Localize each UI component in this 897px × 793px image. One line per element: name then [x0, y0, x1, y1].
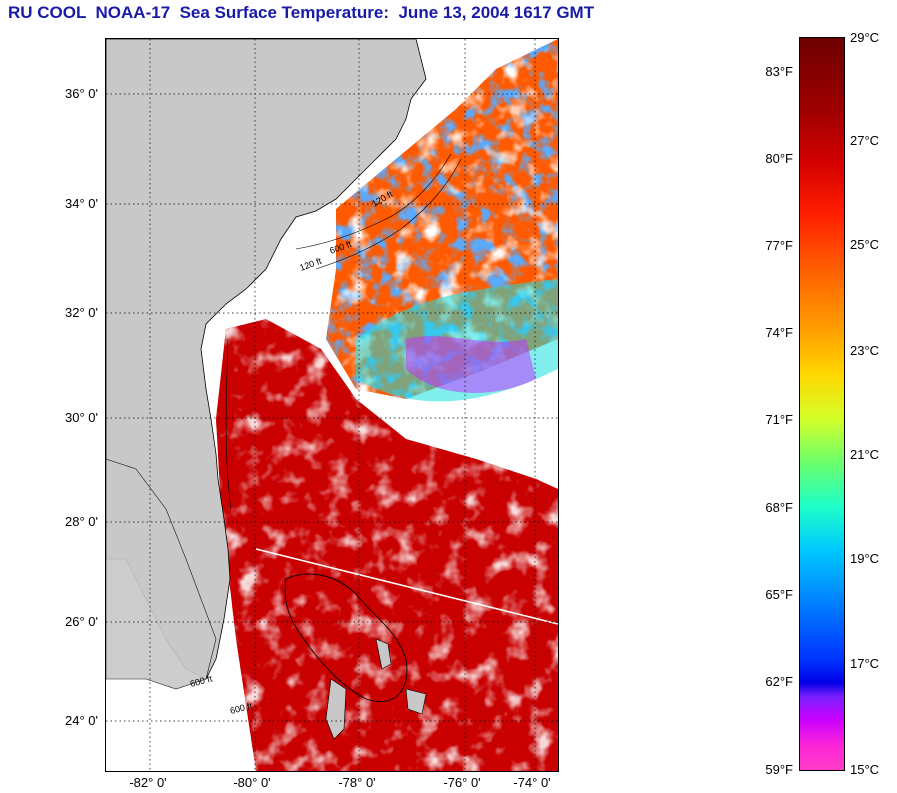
- lat-label-28: 28° 0': [65, 514, 98, 529]
- lat-label-34: 34° 0': [65, 196, 98, 211]
- cold-patch: [406, 336, 536, 393]
- isobath-600ft: [315, 158, 462, 270]
- swath-seam: [255, 548, 558, 625]
- lon-label-80: -80° 0': [233, 775, 271, 790]
- f-label: 59°F: [765, 762, 793, 777]
- c-label: 17°C: [850, 656, 880, 671]
- florida-keys-land: [106, 458, 217, 690]
- lon-label-74: -74° 0': [513, 775, 551, 790]
- f-label: 83°F: [765, 64, 793, 79]
- f-label: 62°F: [765, 674, 793, 689]
- f-label: 65°F: [765, 587, 793, 602]
- c-label: 25°C: [850, 237, 880, 252]
- lat-label-26: 26° 0': [65, 614, 98, 629]
- sst-map: 120 ft 600 ft 120 ft 600 ft 600 ft: [105, 38, 559, 772]
- bahamas-islands: [325, 638, 427, 740]
- temperature-colorbar: [799, 37, 845, 771]
- c-label: 27°C: [850, 133, 880, 148]
- c-label: 29°C: [850, 30, 880, 45]
- bahamas-outline: [284, 573, 408, 703]
- f-label: 68°F: [765, 500, 793, 515]
- c-label: 23°C: [850, 343, 880, 358]
- f-label: 77°F: [765, 238, 793, 253]
- lat-label-36: 36° 0': [65, 86, 98, 101]
- lon-label-76: -76° 0': [443, 775, 481, 790]
- lat-label-30: 30° 0': [65, 410, 98, 425]
- map-title: RU COOL NOAA-17 Sea Surface Temperature:…: [8, 3, 595, 22]
- isobath-120ft: [295, 153, 452, 250]
- lat-label-24: 24° 0': [65, 713, 98, 728]
- f-label: 71°F: [765, 412, 793, 427]
- sst-map-canvas: 120 ft 600 ft 120 ft 600 ft 600 ft: [106, 39, 558, 771]
- c-label: 15°C: [850, 762, 880, 777]
- f-label: 74°F: [765, 325, 793, 340]
- f-label: 80°F: [765, 151, 793, 166]
- c-label: 21°C: [850, 447, 880, 462]
- isobath-fl-shelf: [225, 338, 232, 510]
- lon-label-82: -82° 0': [129, 775, 167, 790]
- c-label: 19°C: [850, 551, 880, 566]
- lon-label-78: -78° 0': [338, 775, 376, 790]
- lat-lon-grid: [106, 39, 558, 771]
- lat-label-32: 32° 0': [65, 305, 98, 320]
